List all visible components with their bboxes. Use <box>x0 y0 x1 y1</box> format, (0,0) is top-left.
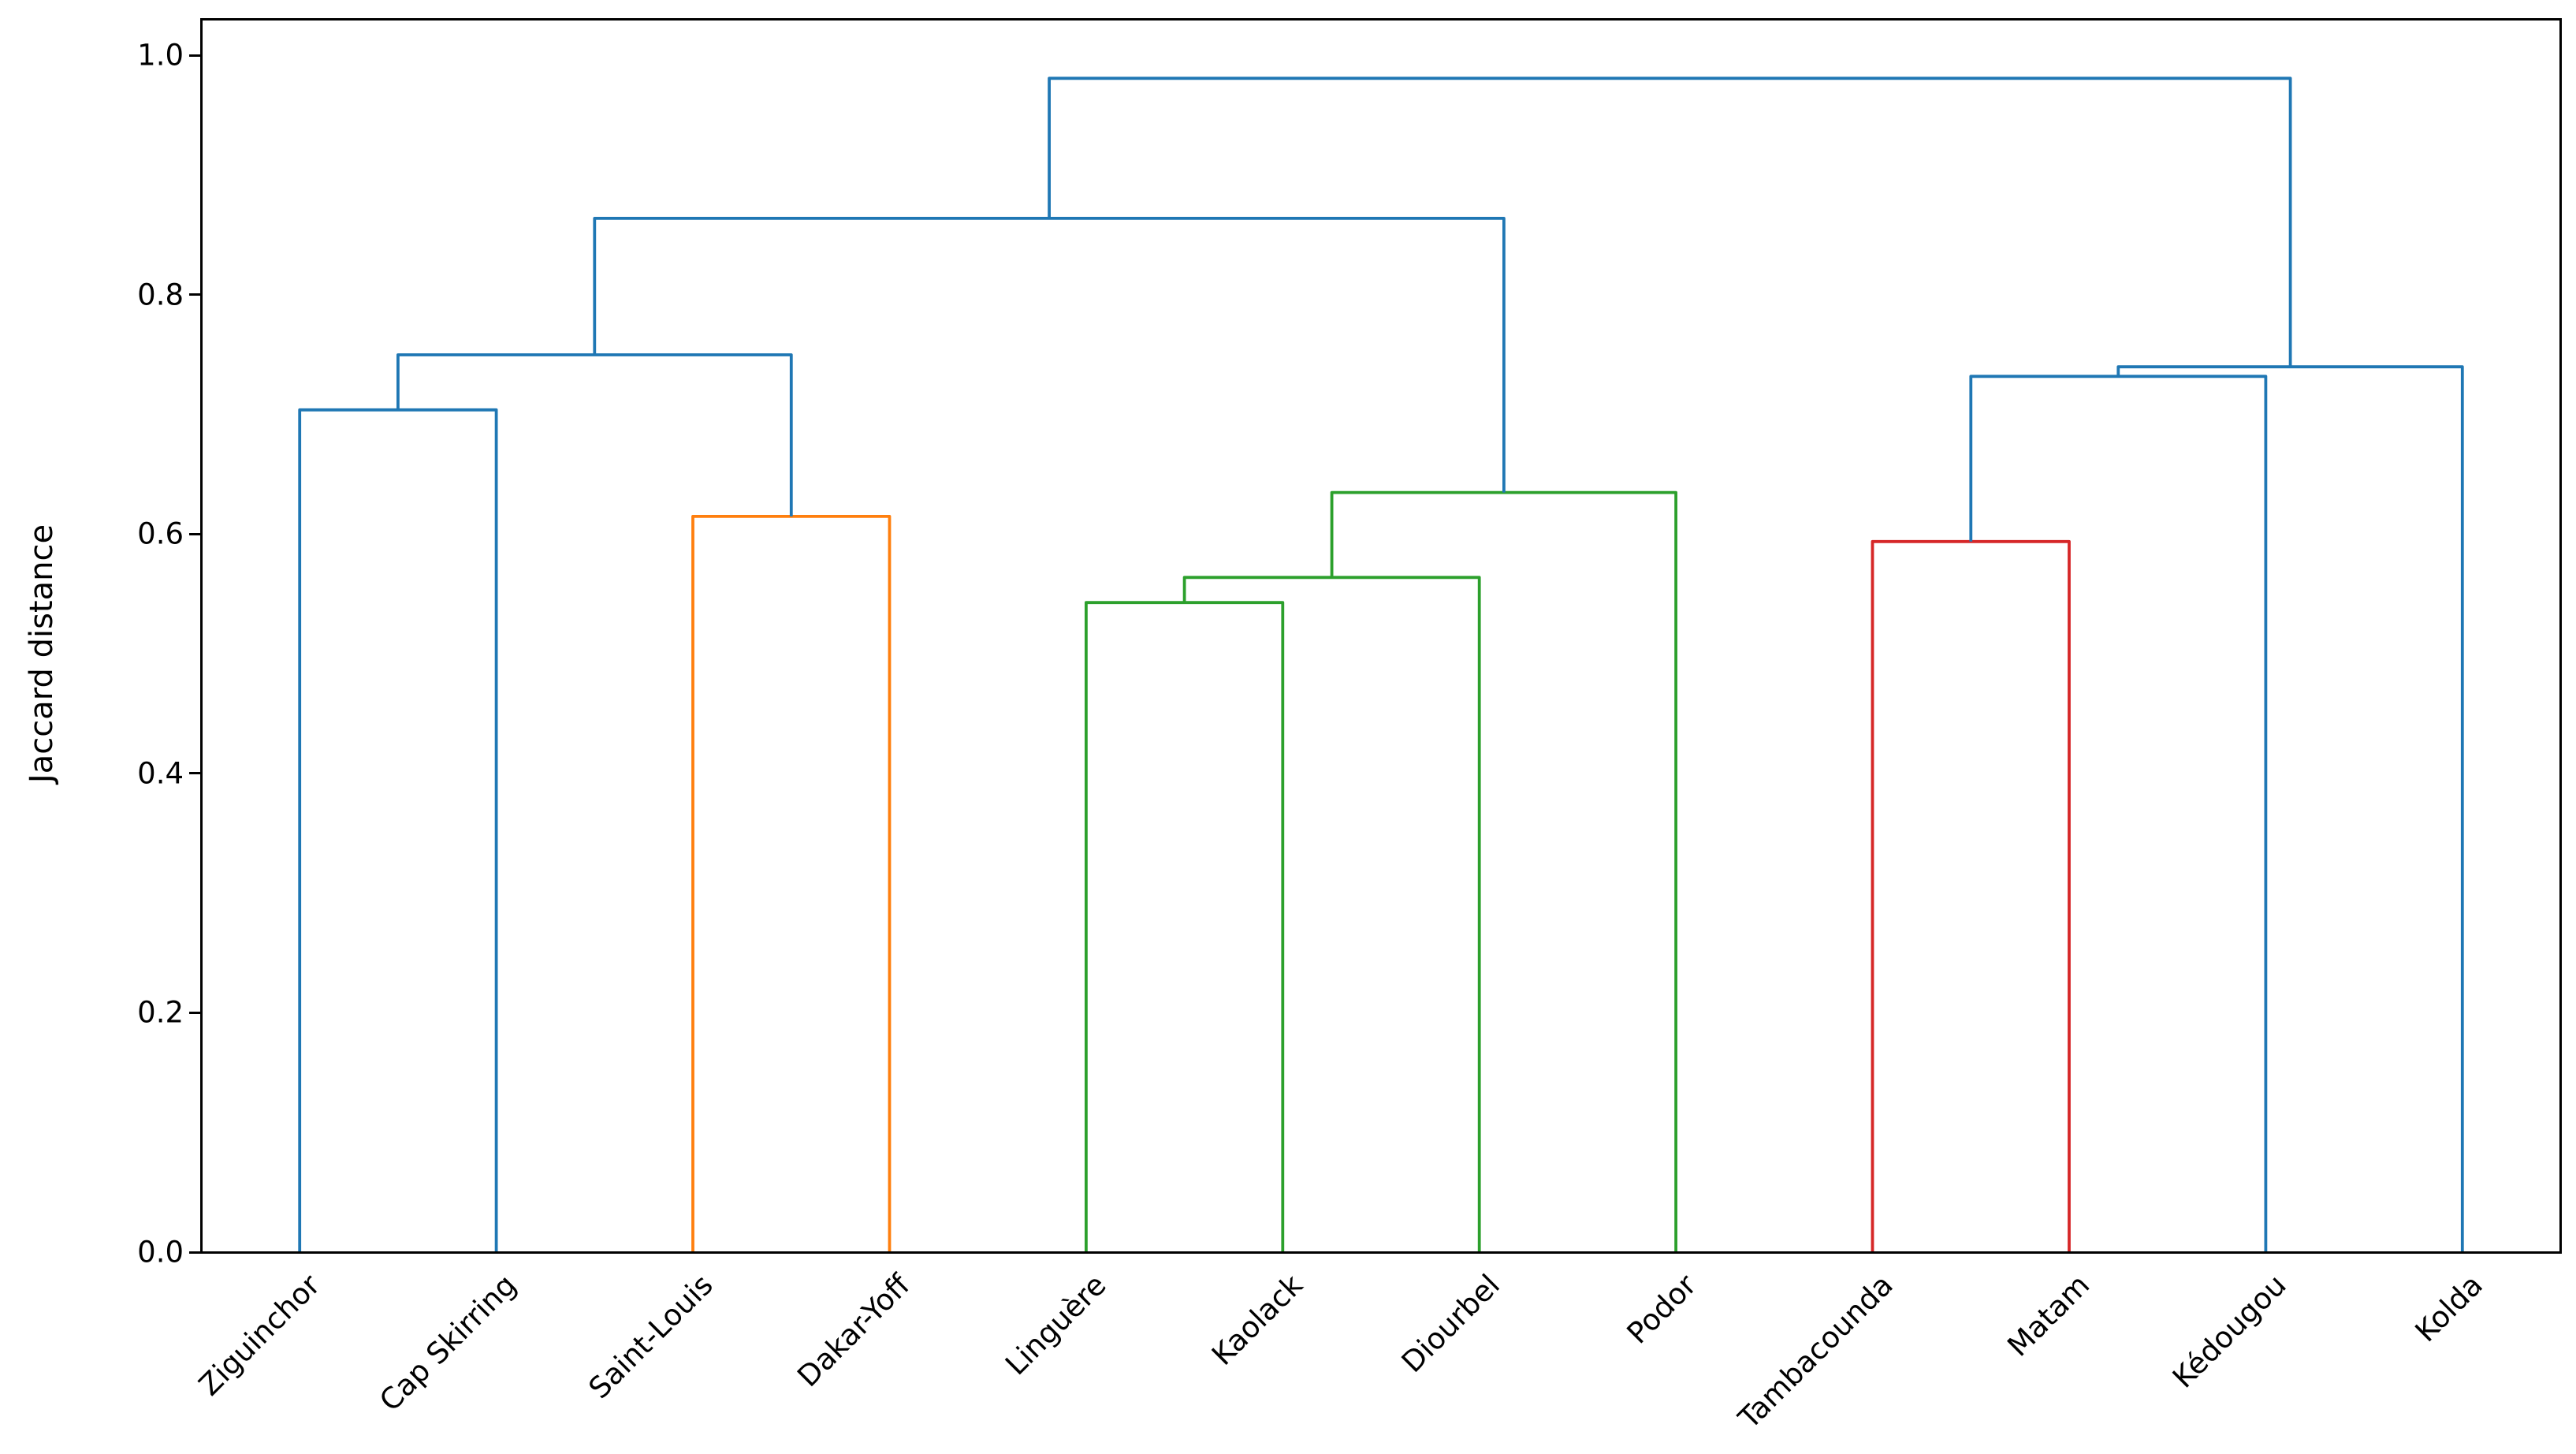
leaf-label: Kaolack <box>1205 1268 1310 1372</box>
y-tick-mark <box>189 772 200 775</box>
leaf-label: Kédougou <box>2165 1268 2293 1395</box>
dendrogram-link <box>1871 539 2071 1252</box>
dendrogram-link <box>297 408 498 1252</box>
dendrogram-link <box>1968 374 2267 1252</box>
dendrogram-link <box>1047 76 2292 367</box>
y-tick-label: 0.4 <box>137 756 184 791</box>
dendrogram-link <box>1330 490 1677 1252</box>
y-tick-mark <box>189 532 200 535</box>
y-tick-label: 0.8 <box>137 278 184 312</box>
y-tick-mark <box>189 293 200 296</box>
y-tick-label: 0.0 <box>137 1235 184 1269</box>
leaf-label: Ziguinchor <box>192 1268 327 1403</box>
leaf-label: Linguère <box>999 1268 1113 1382</box>
leaf-label: Podor <box>1620 1268 1703 1351</box>
leaf-label: Matam <box>2001 1268 2096 1363</box>
y-axis-label: Jaccard distance <box>24 524 60 784</box>
y-tick-mark <box>189 1011 200 1014</box>
y-tick-label: 0.2 <box>137 995 184 1030</box>
axes-frame <box>199 17 2562 1254</box>
leaf-label: Tambacounda <box>1732 1268 1900 1436</box>
y-tick-label: 1.0 <box>137 38 184 73</box>
dendrogram-link <box>1084 600 1284 1252</box>
leaf-label: Saint-Louis <box>582 1268 720 1406</box>
plot-area <box>199 17 2562 1254</box>
y-tick-label: 0.6 <box>137 516 184 551</box>
leaf-label: Kolda <box>2408 1268 2489 1349</box>
leaf-label: Diourbel <box>1394 1268 1506 1380</box>
leaf-label: Cap Skirring <box>373 1268 523 1419</box>
dendrogram-link <box>396 352 793 516</box>
y-tick-mark <box>189 1251 200 1254</box>
dendrogram-link <box>691 514 891 1252</box>
dendrogram-link <box>2116 364 2464 1252</box>
dendrogram-link <box>1182 575 1481 1252</box>
y-tick-mark <box>189 54 200 57</box>
leaf-label: Dakar-Yoff <box>791 1268 917 1394</box>
